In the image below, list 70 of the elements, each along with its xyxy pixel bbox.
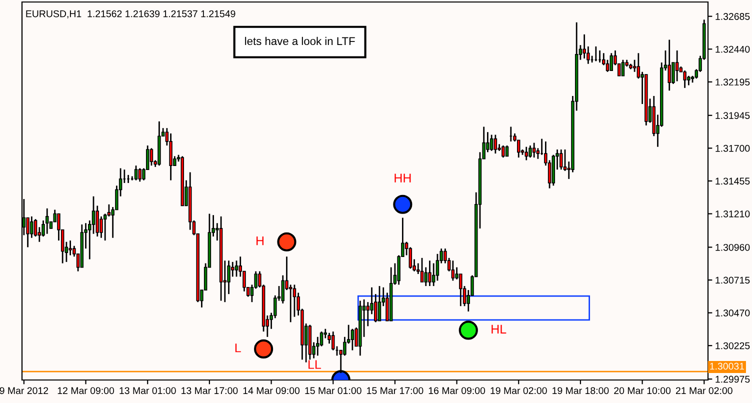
y-tick-label: 1.31210 — [716, 210, 750, 218]
x-tick-label: 9 Mar 2012 — [0, 387, 48, 394]
y-tick-label: 1.29975 — [716, 376, 750, 383]
x-tick-label: 12 Mar 09:00 — [58, 387, 114, 394]
point — [393, 194, 412, 214]
candlestick — [288, 284, 292, 323]
x-tick-label: 16 Mar 09:00 — [428, 387, 486, 394]
annotation: lets have a look in LTF — [245, 36, 355, 46]
candlestick — [490, 134, 494, 152]
candlestick — [331, 330, 335, 351]
candlestick — [408, 246, 412, 270]
candlestick — [528, 144, 532, 158]
candlestick — [234, 260, 238, 278]
y-tick-label: 1.30225 — [716, 342, 750, 350]
candlestick — [350, 328, 354, 351]
candlestick — [138, 168, 142, 182]
candlestick — [103, 213, 107, 242]
candlestick — [432, 262, 436, 287]
candlestick — [68, 240, 72, 256]
data-label: HH — [394, 174, 411, 182]
y-tick-label: 1.32440 — [716, 46, 750, 53]
y-tick-label: 1.32195 — [716, 78, 750, 86]
candlestick — [420, 257, 424, 283]
x-tick-label: 21 Mar 02:00 — [676, 387, 732, 394]
candlestick — [610, 52, 613, 72]
candlestick — [668, 39, 671, 92]
y-tick-label: 1.30960 — [716, 244, 750, 251]
y-tick-label: 1.31455 — [716, 178, 750, 185]
candlestick — [30, 216, 34, 239]
candlestick — [292, 284, 296, 318]
x-tick-label: 19 Mar 18:00 — [552, 387, 609, 394]
ref-line-label: 1.30031 — [710, 362, 744, 370]
candlestick — [451, 260, 455, 282]
candlestick — [46, 208, 49, 235]
candlestick — [683, 70, 686, 89]
y-tick-label: 1.31945 — [716, 112, 750, 119]
data-label: L — [235, 344, 241, 352]
candlestick — [502, 144, 505, 158]
candlestick — [378, 285, 382, 322]
text: EURUSD,H1 1.21562 1.21639 1.21537 1.21549 — [26, 10, 236, 18]
x-tick-label: 19 Mar 02:00 — [490, 387, 547, 394]
x-tick-label: 15 Mar 01:00 — [305, 387, 362, 394]
point — [277, 232, 296, 252]
candlestick — [428, 260, 432, 287]
candlestick — [134, 164, 138, 181]
point — [458, 320, 478, 340]
candlestick — [532, 142, 536, 158]
y-tick-label: 1.31700 — [716, 144, 750, 152]
candlestick — [621, 59, 625, 77]
y-tick-label: 1.30470 — [716, 310, 750, 316]
candlestick — [150, 147, 154, 166]
data-label: HL — [492, 324, 506, 334]
point — [254, 339, 274, 358]
x-tick-label: 13 Mar 01:00 — [120, 387, 176, 394]
x-tick-label: 14 Mar 09:00 — [243, 387, 300, 394]
y-tick-label: 1.30715 — [716, 276, 750, 284]
candlestick — [494, 134, 498, 154]
candlestick — [560, 148, 563, 170]
candlestick — [524, 146, 528, 161]
y-tick-label: 1.32685 — [716, 13, 750, 20]
data-label: LL — [308, 360, 321, 369]
candlestick — [424, 266, 428, 287]
x-tick-label: 20 Mar 10:00 — [614, 387, 671, 394]
candlestick — [687, 75, 690, 86]
x-tick-label: 13 Mar 17:00 — [182, 387, 238, 394]
data-label: H — [256, 236, 264, 246]
candlestick — [505, 144, 509, 157]
x-tick-label: 15 Mar 17:00 — [367, 387, 424, 394]
candlestick — [366, 301, 370, 327]
candlestick — [675, 50, 679, 82]
